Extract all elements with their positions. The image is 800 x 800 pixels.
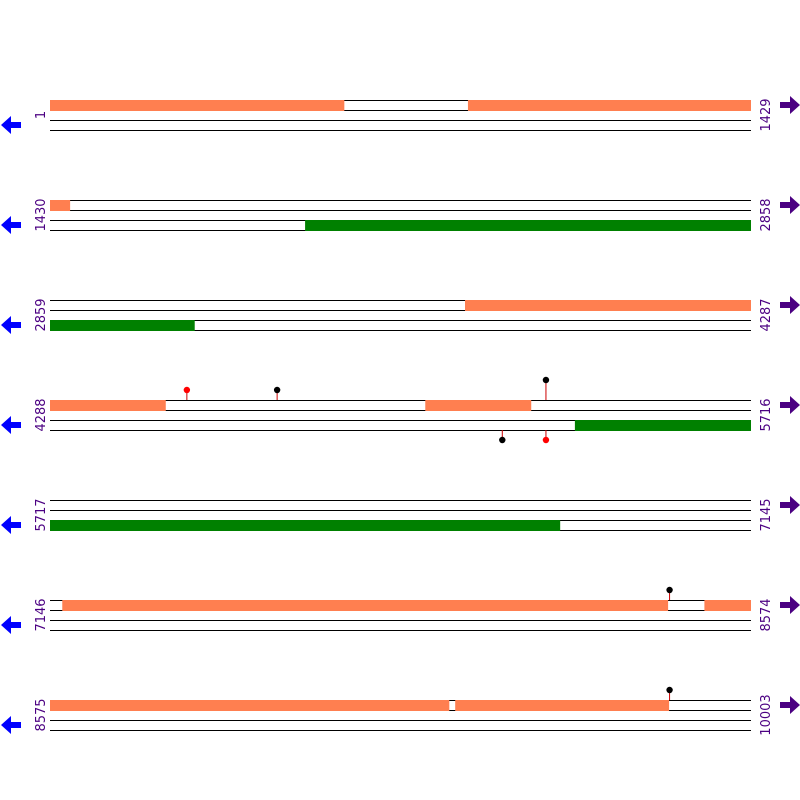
row-end-position: 5716 <box>759 398 774 431</box>
forward-feature-bar <box>467 100 751 111</box>
sequence-row: 1430 2858 <box>1 196 800 234</box>
row-end-position: 7145 <box>759 498 774 531</box>
sequence-row: 5717 7145 <box>1 496 800 534</box>
row-end-position: 1429 <box>759 98 774 131</box>
arrow-left-icon <box>1 316 21 334</box>
row-start-position: 4288 <box>34 398 49 431</box>
arrow-left-icon <box>1 616 21 634</box>
black-marker-dot <box>542 376 550 384</box>
red-marker-dot <box>542 436 550 444</box>
arrow-right-icon <box>780 496 800 514</box>
row-start-position: 1430 <box>34 198 49 231</box>
forward-feature-bar <box>50 400 166 411</box>
black-marker-dot <box>666 686 673 694</box>
row-end-position: 2858 <box>759 198 774 231</box>
forward-feature-bar <box>50 100 345 111</box>
row-end-position: 4287 <box>759 298 774 331</box>
forward-feature-bar <box>425 400 532 411</box>
black-marker-dot <box>666 586 673 594</box>
row-start-position: 7146 <box>34 598 49 631</box>
reverse-feature-bar <box>305 220 751 231</box>
arrow-right-icon <box>780 596 800 614</box>
row-start-position: 1 <box>34 111 49 119</box>
arrow-right-icon <box>780 296 800 314</box>
arrow-right-icon <box>780 396 800 414</box>
sequence-row: 4288 5716 <box>1 376 800 444</box>
forward-feature-bar <box>50 700 450 711</box>
row-end-position: 10003 <box>759 694 774 735</box>
arrow-right-icon <box>780 696 800 714</box>
reverse-feature-bar <box>50 520 561 531</box>
forward-feature-bar <box>50 200 71 211</box>
forward-feature-bar <box>704 600 751 611</box>
arrow-left-icon <box>1 516 21 534</box>
sequence-row: 1 1429 <box>1 96 800 134</box>
arrow-left-icon <box>1 116 21 134</box>
row-start-position: 8575 <box>34 698 49 731</box>
arrow-right-icon <box>780 196 800 214</box>
forward-feature-bar <box>455 700 670 711</box>
reverse-feature-bar <box>50 320 195 331</box>
arrow-left-icon <box>1 216 21 234</box>
forward-feature-bar <box>465 300 751 311</box>
forward-feature-bar <box>62 600 669 611</box>
row-end-position: 8574 <box>759 598 774 631</box>
red-marker-dot <box>183 386 191 394</box>
row-start-position: 2859 <box>34 298 49 331</box>
sequence-row: 8575 10003 <box>1 686 800 736</box>
arrow-left-icon <box>1 716 21 734</box>
black-marker-dot <box>273 386 281 394</box>
arrow-right-icon <box>780 96 800 114</box>
sequence-row: 2859 4287 <box>1 296 800 334</box>
reverse-feature-bar <box>574 420 751 431</box>
black-marker-dot <box>499 436 506 444</box>
row-start-position: 5717 <box>34 498 49 531</box>
arrow-left-icon <box>1 416 21 434</box>
sequence-row: 7146 8574 <box>1 586 800 634</box>
